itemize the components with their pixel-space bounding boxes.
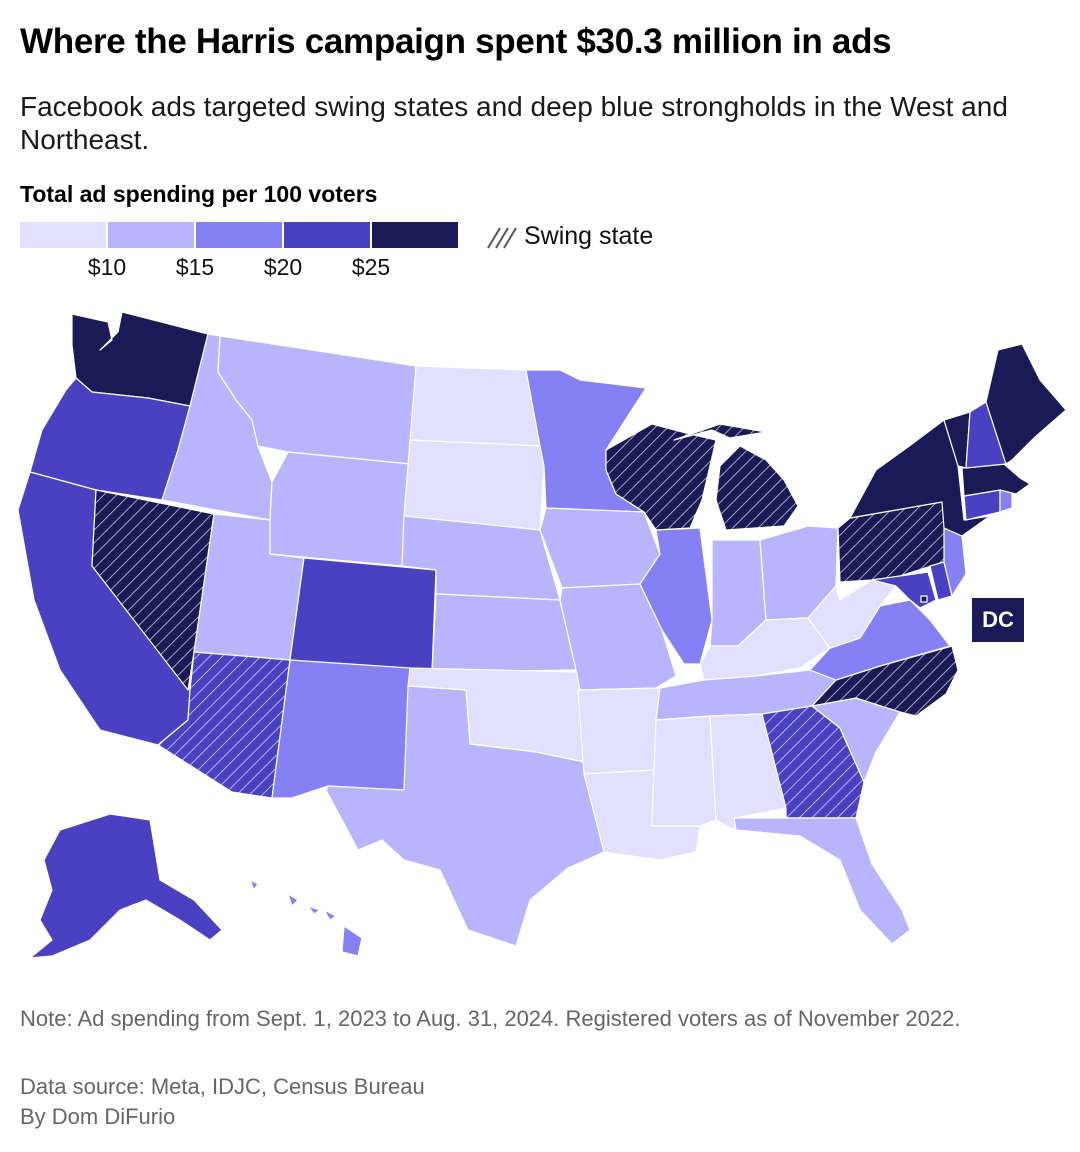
state-ms[interactable] (651, 715, 717, 827)
hatch-swatch-icon (487, 226, 517, 249)
legend-bin-3 (284, 222, 370, 248)
legend-bin-1 (108, 222, 194, 248)
dc-callout-label: DC (972, 598, 1024, 642)
state-fl[interactable] (733, 817, 911, 945)
swing-state-legend: Swing state (486, 222, 653, 251)
byline: By Dom DiFurio (20, 1104, 176, 1129)
state-nm[interactable] (271, 659, 411, 799)
state-nd[interactable] (409, 365, 541, 447)
chart-subtitle: Facebook ads targeted swing states and d… (20, 91, 1008, 155)
state-ny[interactable] (849, 419, 991, 537)
swing-state-label: Swing state (524, 222, 654, 250)
state-wy[interactable] (269, 451, 411, 567)
state-sd[interactable] (403, 439, 545, 531)
data-source: Data source: Meta, IDJC, Census Bureau (20, 1074, 425, 1099)
state-ia[interactable] (539, 507, 661, 589)
state-ks[interactable] (431, 593, 577, 673)
state-hi[interactable] (249, 879, 363, 957)
legend-tick-10: $10 (87, 254, 127, 280)
state-md[interactable] (871, 571, 937, 609)
legend-tick-15: $15 (175, 254, 215, 280)
legend-color-scale (20, 222, 460, 248)
state-ma[interactable] (961, 463, 1031, 497)
state-co[interactable] (289, 557, 437, 673)
legend-tick-25: $25 (351, 254, 391, 280)
us-choropleth-map (17, 311, 1067, 959)
state-ar[interactable] (577, 687, 661, 775)
state-il[interactable] (639, 527, 713, 665)
chart-title: Where the Harris campaign spent $30.3 mi… (20, 22, 892, 61)
legend-bin-4 (372, 222, 458, 248)
state-me[interactable] (985, 343, 1067, 465)
legend-bin-0 (20, 222, 106, 248)
state-ri[interactable] (999, 489, 1013, 513)
state-dc[interactable] (920, 595, 928, 603)
footnote: Note: Ad spending from Sept. 1, 2023 to … (20, 1006, 961, 1031)
legend-tick-20: $20 (263, 254, 303, 280)
state-tx[interactable] (325, 685, 605, 947)
legend-title: Total ad spending per 100 voters (20, 181, 378, 207)
state-ak[interactable] (29, 813, 223, 959)
legend-bin-2 (196, 222, 282, 248)
